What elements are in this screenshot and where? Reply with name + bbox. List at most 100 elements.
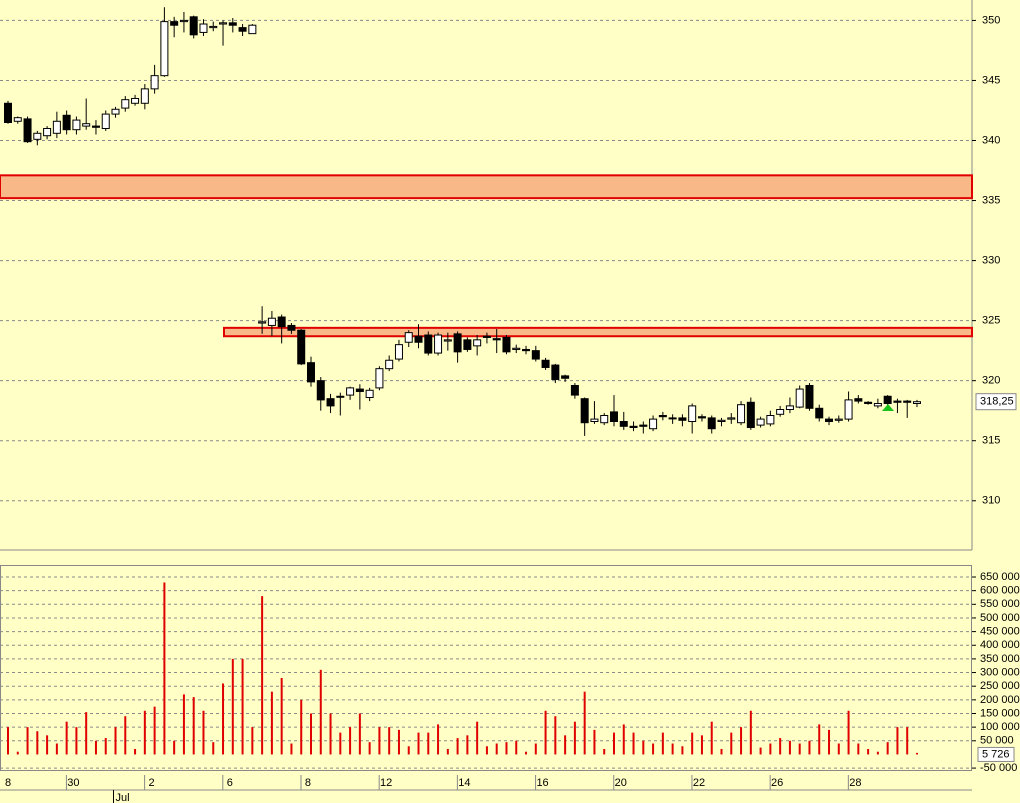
volume-bar — [759, 747, 762, 755]
y-tick-label: 200 000 — [980, 694, 1020, 706]
candle-body — [43, 127, 52, 137]
candle-body — [502, 336, 511, 353]
volume-bar — [564, 735, 567, 755]
candle-body — [883, 395, 892, 404]
volume-bar — [847, 710, 850, 755]
x-tick-label: 2 — [149, 777, 155, 789]
x-tick-label: 14 — [458, 777, 470, 789]
candle-body — [424, 334, 433, 354]
volume-bar — [485, 746, 488, 755]
volume-bar — [730, 732, 733, 755]
x-tick-label: 22 — [693, 777, 705, 789]
candle-body — [776, 408, 785, 415]
y-tick-label: 100 000 — [980, 721, 1020, 733]
candle-body — [912, 401, 921, 404]
current-volume-label: 5 726 — [982, 748, 1010, 760]
candle-body — [101, 113, 110, 129]
volume-bar — [36, 731, 39, 755]
volume-bar — [358, 713, 361, 755]
volume-bar — [495, 743, 498, 755]
volume-bar — [231, 658, 234, 755]
volume-bar — [886, 742, 889, 755]
y-tick-label: 650 000 — [980, 571, 1020, 583]
candle-body — [541, 359, 550, 368]
candle-body — [600, 415, 609, 424]
y-tick-label: 340 — [982, 134, 1000, 146]
candle-body — [326, 398, 335, 407]
candle-body — [258, 321, 267, 324]
y-tick-label: 50 000 — [980, 735, 1014, 747]
volume-bar — [466, 735, 469, 755]
volume-bar — [319, 669, 322, 755]
candle-body — [473, 339, 482, 347]
candle-body — [737, 404, 746, 424]
candle-body — [629, 425, 638, 429]
volume-bar — [261, 596, 264, 755]
volume-bar — [710, 721, 713, 755]
candle-body — [746, 401, 755, 429]
volume-bar — [798, 743, 801, 755]
candle-body — [570, 384, 579, 396]
candle-body — [561, 375, 570, 379]
candle-body — [551, 364, 560, 380]
y-tick-label: 500 000 — [980, 612, 1020, 624]
volume-bar — [241, 658, 244, 755]
candle-body — [209, 25, 218, 29]
volume-bar — [476, 721, 479, 755]
x-tick-label: 16 — [536, 777, 548, 789]
y-tick-label: -50 000 — [980, 762, 1017, 774]
candle-body — [267, 317, 276, 326]
volume-bar — [661, 732, 664, 755]
volume-bar — [837, 743, 840, 755]
volume-bar — [583, 691, 586, 755]
volume-bar — [427, 732, 430, 755]
y-tick-label: 400 000 — [980, 639, 1020, 651]
volume-bar — [55, 743, 58, 755]
candle-body — [609, 411, 618, 423]
volume-bar — [632, 732, 635, 755]
candle-body — [52, 120, 61, 134]
candle-body — [825, 418, 834, 423]
volume-bar — [75, 727, 78, 755]
x-tick-label: 20 — [615, 777, 627, 789]
x-tick-label: 28 — [849, 777, 861, 789]
volume-bar — [906, 727, 909, 755]
candle-body — [33, 132, 42, 140]
volume-bar — [622, 724, 625, 755]
y-tick-label: 250 000 — [980, 680, 1020, 692]
volume-bar — [94, 740, 97, 755]
volume-bar — [280, 678, 283, 755]
candle-body — [492, 338, 501, 341]
volume-bar — [143, 710, 146, 755]
volume-bar — [788, 740, 791, 755]
volume-bar — [652, 743, 655, 755]
volume-bar — [192, 697, 195, 755]
signal-marker — [882, 404, 894, 411]
volume-bar — [769, 743, 772, 755]
volume-bar — [691, 732, 694, 755]
candle-body — [482, 335, 491, 338]
candle-body — [228, 22, 237, 26]
candle-body — [111, 108, 120, 115]
candle-body — [864, 401, 873, 404]
volume-bar — [515, 740, 518, 755]
volume-bar — [153, 706, 156, 755]
volume-bar — [114, 727, 117, 755]
volume-bar — [720, 748, 723, 755]
volume-bar — [437, 724, 440, 755]
volume-bar — [300, 699, 303, 755]
volume-bar — [368, 742, 371, 755]
candle-body — [443, 339, 452, 342]
candle-body — [336, 395, 345, 398]
candle-body — [346, 387, 355, 396]
candle-body — [893, 400, 902, 403]
volume-bar — [65, 721, 68, 755]
volume-bar — [828, 729, 831, 755]
volume-bar — [173, 740, 176, 755]
volume-bar — [134, 748, 137, 755]
candle-body — [834, 418, 843, 421]
candle-body — [580, 398, 589, 424]
candle-body — [903, 400, 912, 403]
candle-body — [512, 347, 521, 350]
candle-body — [854, 398, 863, 402]
